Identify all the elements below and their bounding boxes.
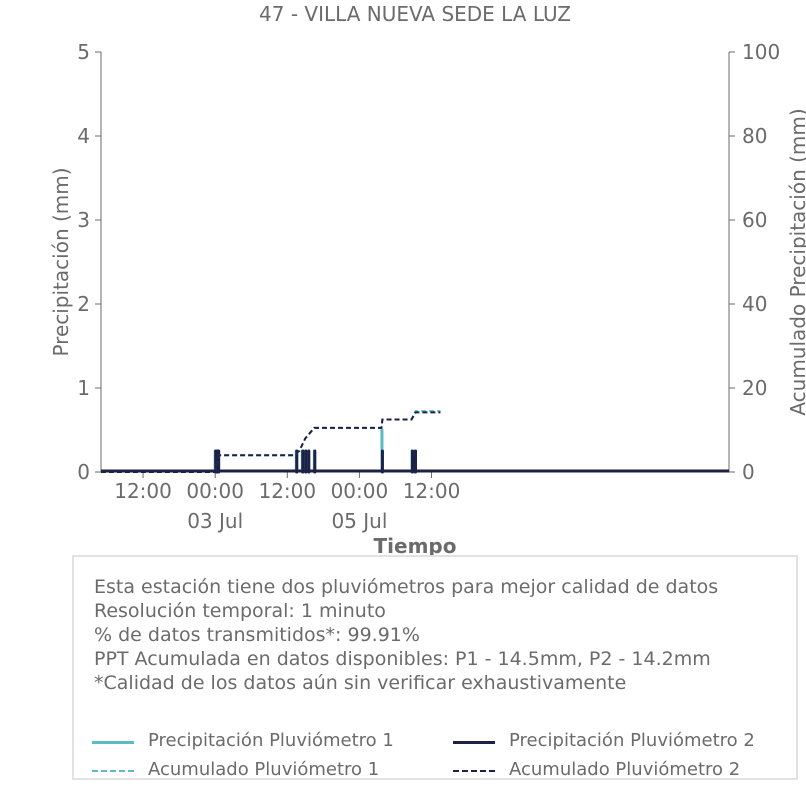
y-left-tick-label: 0 xyxy=(77,460,90,484)
legend-swatch-p2 xyxy=(453,741,495,744)
legend-swatch-a1 xyxy=(92,770,134,772)
x-tick-date-label: 05 Jul xyxy=(331,509,387,533)
y-right-tick-label: 100 xyxy=(742,40,780,64)
y-left-tick-label: 5 xyxy=(77,40,90,64)
x-tick-label: 12:00 xyxy=(403,479,461,503)
y-right-tick-label: 60 xyxy=(742,208,767,232)
x-axis-label: Tiempo xyxy=(374,534,457,558)
chart-title: 47 - VILLA NUEVA SEDE LA LUZ xyxy=(259,2,571,26)
legend-panel: Esta estación tiene dos pluviómetros par… xyxy=(72,555,798,780)
x-tick-date-label: 03 Jul xyxy=(187,509,243,533)
info-line: Esta estación tiene dos pluviómetros par… xyxy=(94,576,719,598)
plot-area: 0 1 2 3 4 5 0 20 40 60 80 100 12:00 00:00 03 Jul 12:00 0… xyxy=(77,40,780,533)
y-right-tick-label: 0 xyxy=(742,460,755,484)
y-left-tick-label: 1 xyxy=(77,376,90,400)
y-right-tick-label: 20 xyxy=(742,376,767,400)
legend-swatch-a2 xyxy=(453,770,495,772)
y-right-tick-label: 40 xyxy=(742,292,767,316)
y-left-tick-label: 3 xyxy=(77,208,90,232)
info-line: *Calidad de los datos aún sin verificar … xyxy=(94,672,627,694)
x-tick-label: 00:00 xyxy=(331,479,389,503)
x-tick-label: 00:00 xyxy=(186,479,244,503)
y-left-tick-label: 4 xyxy=(77,124,90,148)
info-line: Resolución temporal: 1 minuto xyxy=(94,600,386,622)
legend-label-a2: Acumulado Pluviómetro 2 xyxy=(509,759,741,780)
legend-label-p1: Precipitación Pluviómetro 1 xyxy=(148,730,394,751)
chart-canvas: 47 - VILLA NUEVA SEDE LA LUZ 0 1 2 3 4 5 0 20 40… xyxy=(49,2,806,558)
y-axis-left-label: Precipitación (mm) xyxy=(49,167,73,356)
y-axis-right-label: Acumulado Precipitación (mm) xyxy=(786,108,806,415)
info-line: % de datos transmitidos*: 99.91% xyxy=(94,624,420,646)
info-line: PPT Acumulada en datos disponibles: P1 -… xyxy=(94,648,711,670)
legend-label-a1: Acumulado Pluviómetro 1 xyxy=(148,759,380,780)
legend-label-p2: Precipitación Pluviómetro 2 xyxy=(509,730,755,751)
x-tick-label: 12:00 xyxy=(258,479,316,503)
y-right-tick-label: 80 xyxy=(742,124,767,148)
x-tick-label: 12:00 xyxy=(114,479,172,503)
cumulative-line xyxy=(101,411,441,473)
y-left-tick-label: 2 xyxy=(77,292,90,316)
station-info: Esta estación tiene dos pluviómetros par… xyxy=(94,575,718,695)
legend-swatch-p1 xyxy=(92,741,134,744)
